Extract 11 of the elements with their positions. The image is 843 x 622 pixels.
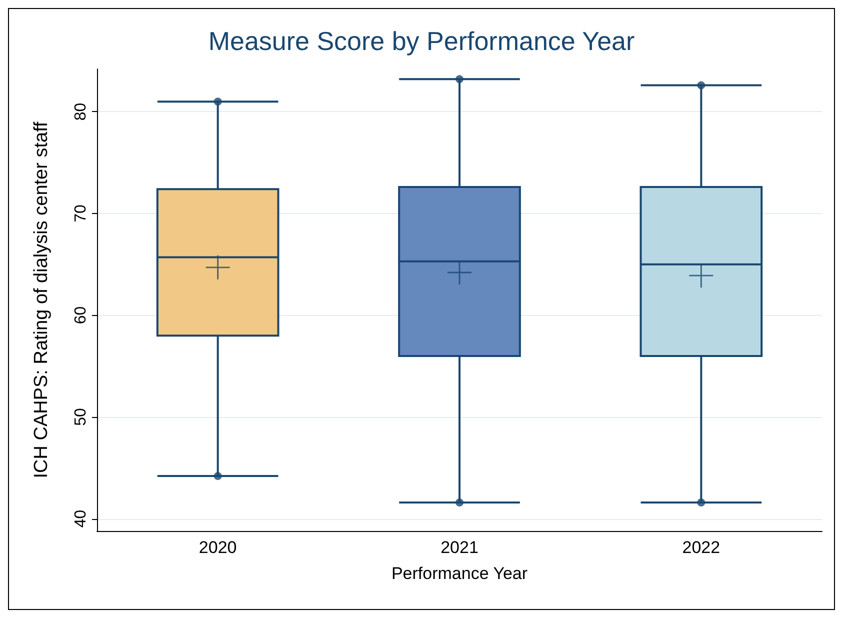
y-axis-title: ICH CAHPS: Rating of dialysis center staff <box>31 121 52 478</box>
x-tick-label: 2020 <box>198 538 237 557</box>
x-tick-label: 2021 <box>440 538 478 557</box>
x-tick-label: 2022 <box>682 538 720 557</box>
y-tick-label: 80 <box>72 102 90 121</box>
y-tick-label: 50 <box>72 408 90 426</box>
x-axis-title: Performance Year <box>391 564 528 583</box>
y-tick-label: 40 <box>72 510 90 528</box>
y-tick-label: 70 <box>72 204 90 222</box>
chart-title: Measure Score by Performance Year <box>208 26 636 56</box>
y-tick-label: 60 <box>72 306 90 324</box>
